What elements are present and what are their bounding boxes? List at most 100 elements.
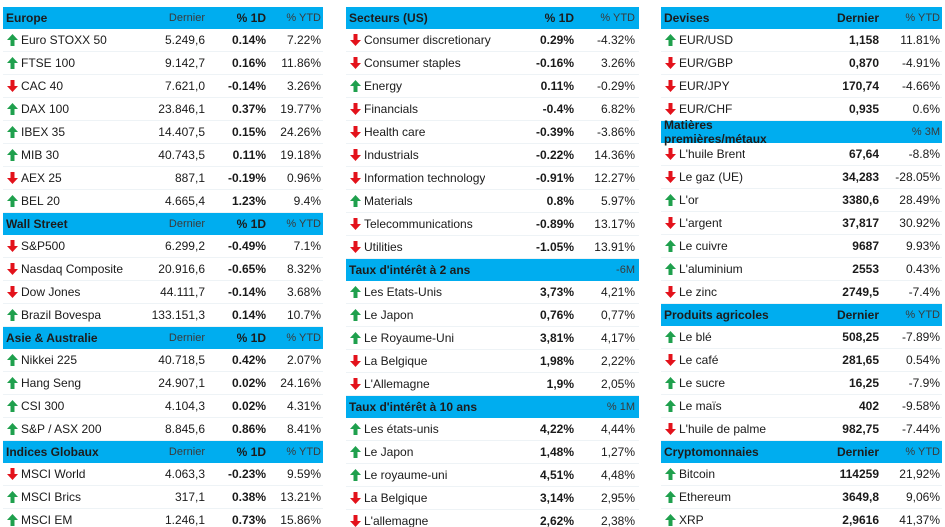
table-row[interactable]: EUR/CHF 0,935 0.6% xyxy=(661,98,942,121)
arrow-down-icon xyxy=(346,172,364,184)
table-row[interactable]: Bitcoin 114259 21,92% xyxy=(661,463,942,486)
table-row[interactable]: AEX 25 887,1 -0.19% 0.96% xyxy=(3,167,323,190)
table-row[interactable]: XRP 2,9616 41,37% xyxy=(661,509,942,527)
section-title: Taux d'intérêt à 10 ans xyxy=(349,400,478,414)
table-row[interactable]: CAC 40 7.621,0 -0.14% 3.26% xyxy=(3,75,323,98)
table-row[interactable]: MSCI Brics 317,1 0.38% 13.21% xyxy=(3,486,323,509)
column-header: Dernier xyxy=(836,445,879,459)
arrow-down-icon xyxy=(661,148,679,160)
row-name-cell: EUR/CHF xyxy=(661,102,801,116)
row-label: MSCI World xyxy=(21,467,86,481)
table-row[interactable]: Les Etats-Unis 3,73% 4,21% xyxy=(346,281,639,304)
table-row[interactable]: La Belgique 3,14% 2,95% xyxy=(346,487,639,510)
table-row[interactable]: L'argent 37,817 30.92% xyxy=(661,212,942,235)
value-v3: 4.31% xyxy=(286,399,321,413)
table-row[interactable]: MSCI EM 1.246,1 0.73% 15.86% xyxy=(3,509,323,527)
arrow-up-icon xyxy=(661,240,679,252)
row-name-cell: L'huile Brent xyxy=(661,147,801,161)
row-label: L'argent xyxy=(679,216,722,230)
table-row[interactable]: IBEX 35 14.407,5 0.15% 24.26% xyxy=(3,121,323,144)
table-row[interactable]: Consumer discretionary 0.29% -4.32% xyxy=(346,29,639,52)
row-label: L'aluminium xyxy=(679,262,743,276)
value-v2: 6.82% xyxy=(600,102,635,116)
table-row[interactable]: Le zinc 2749,5 -7.4% xyxy=(661,281,942,304)
arrow-up-icon xyxy=(661,263,679,275)
column-header: % YTD xyxy=(905,12,940,24)
row-label: IBEX 35 xyxy=(21,125,66,139)
table-row[interactable]: L'Allemagne 1,9% 2,05% xyxy=(346,373,639,396)
value-v1: 0.11% xyxy=(540,79,574,93)
table-row[interactable]: S&P / ASX 200 8.845,6 0.86% 8.41% xyxy=(3,418,323,441)
section-header: Wall Street Dernier % 1D % YTD xyxy=(3,213,323,235)
arrow-down-icon xyxy=(346,149,364,161)
table-row[interactable]: Utilities -1.05% 13.91% xyxy=(346,236,639,259)
table-row[interactable]: MIB 30 40.743,5 0.11% 19.18% xyxy=(3,144,323,167)
arrow-down-icon xyxy=(3,172,21,184)
table-row[interactable]: Health care -0.39% -3.86% xyxy=(346,121,639,144)
arrow-up-icon xyxy=(3,491,21,503)
table-row[interactable]: Nikkei 225 40.718,5 0.42% 2.07% xyxy=(3,349,323,372)
table-row[interactable]: Le Japon 0,76% 0,77% xyxy=(346,304,639,327)
table-row[interactable]: EUR/USD 1,158 11.81% xyxy=(661,29,942,52)
section-europe: Europe Dernier % 1D % YTD Euro STOXX 50 5.249… xyxy=(3,7,323,213)
table-row[interactable]: Nasdaq Composite 20.916,6 -0.65% 8.32% xyxy=(3,258,323,281)
table-row[interactable]: Le sucre 16,25 -7.9% xyxy=(661,372,942,395)
table-row[interactable]: Materials 0.8% 5.97% xyxy=(346,190,639,213)
table-row[interactable]: Hang Seng 24.907,1 0.02% 24.16% xyxy=(3,372,323,395)
value-v2: -8.8% xyxy=(908,147,940,161)
row-label: EUR/GBP xyxy=(679,56,734,70)
table-row[interactable]: L'or 3380,6 28.49% xyxy=(661,189,942,212)
table-row[interactable]: Le royaume-uni 4,51% 4,48% xyxy=(346,464,639,487)
table-row[interactable]: L'aluminium 2553 0.43% xyxy=(661,258,942,281)
table-row[interactable]: Industrials -0.22% 14.36% xyxy=(346,144,639,167)
table-row[interactable]: Le cuivre 9687 9.93% xyxy=(661,235,942,258)
table-row[interactable]: Le blé 508,25 -7.89% xyxy=(661,326,942,349)
row-name-cell: Le cuivre xyxy=(661,239,801,253)
value-v2: -0.65% xyxy=(227,262,266,276)
table-row[interactable]: Le café 281,65 0.54% xyxy=(661,349,942,372)
row-label: Information technology xyxy=(364,171,486,185)
column-sectors-rates: Secteurs (US) % 1D % YTD Consumer discretio… xyxy=(346,7,639,527)
table-row[interactable]: Brazil Bovespa 133.151,3 0.14% 10.7% xyxy=(3,304,323,327)
table-row[interactable]: Consumer staples -0.16% 3.26% xyxy=(346,52,639,75)
column-header: % 1D xyxy=(236,217,266,231)
section-title: Indices Globaux xyxy=(6,445,99,459)
table-row[interactable]: Le Japon 1,48% 1,27% xyxy=(346,441,639,464)
column-header: % 1D xyxy=(236,331,266,345)
value-v1: 2553 xyxy=(852,262,879,276)
table-row[interactable]: EUR/JPY 170,74 -4.66% xyxy=(661,75,942,98)
column-header: Dernier xyxy=(168,332,205,344)
table-row[interactable]: Le Royaume-Uni 3,81% 4,17% xyxy=(346,327,639,350)
section-title: Secteurs (US) xyxy=(349,11,428,25)
table-row[interactable]: Le maïs 402 -9.58% xyxy=(661,395,942,418)
table-row[interactable]: BEL 20 4.665,4 1.23% 9.4% xyxy=(3,190,323,213)
value-v2: 12.27% xyxy=(594,171,635,185)
row-label: Le gaz (UE) xyxy=(679,170,744,184)
row-label: Le blé xyxy=(679,330,712,344)
table-row[interactable]: Les états-unis 4,22% 4,44% xyxy=(346,418,639,441)
value-v2: -0.14% xyxy=(227,285,266,299)
row-name-cell: Industrials xyxy=(346,148,512,162)
table-row[interactable]: CSI 300 4.104,3 0.02% 4.31% xyxy=(3,395,323,418)
table-row[interactable]: Telecommunications -0.89% 13.17% xyxy=(346,213,639,236)
table-row[interactable]: L'huile Brent 67,64 -8.8% xyxy=(661,143,942,166)
table-row[interactable]: DAX 100 23.846,1 0.37% 19.77% xyxy=(3,98,323,121)
table-row[interactable]: L'huile de palme 982,75 -7.44% xyxy=(661,418,942,441)
table-row[interactable]: Financials -0.4% 6.82% xyxy=(346,98,639,121)
value-v2: -4.91% xyxy=(901,56,940,70)
value-v1: 1,48% xyxy=(539,445,574,459)
table-row[interactable]: Energy 0.11% -0.29% xyxy=(346,75,639,98)
table-row[interactable]: S&P500 6.299,2 -0.49% 7.1% xyxy=(3,235,323,258)
table-row[interactable]: Euro STOXX 50 5.249,6 0.14% 7.22% xyxy=(3,29,323,52)
table-row[interactable]: Information technology -0.91% 12.27% xyxy=(346,167,639,190)
table-row[interactable]: La Belgique 1,98% 2,22% xyxy=(346,350,639,373)
table-row[interactable]: Ethereum 3649,8 9,06% xyxy=(661,486,942,509)
table-row[interactable]: Le gaz (UE) 34,283 -28.05% xyxy=(661,166,942,189)
table-row[interactable]: MSCI World 4.063,3 -0.23% 9.59% xyxy=(3,463,323,486)
row-name-cell: Nasdaq Composite xyxy=(3,262,139,276)
column-header: -6M xyxy=(616,264,635,276)
table-row[interactable]: EUR/GBP 0,870 -4.91% xyxy=(661,52,942,75)
table-row[interactable]: Dow Jones 44.111,7 -0.14% 3.68% xyxy=(3,281,323,304)
table-row[interactable]: L'allemagne 2,62% 2,38% xyxy=(346,510,639,527)
table-row[interactable]: FTSE 100 9.142,7 0.16% 11.86% xyxy=(3,52,323,75)
